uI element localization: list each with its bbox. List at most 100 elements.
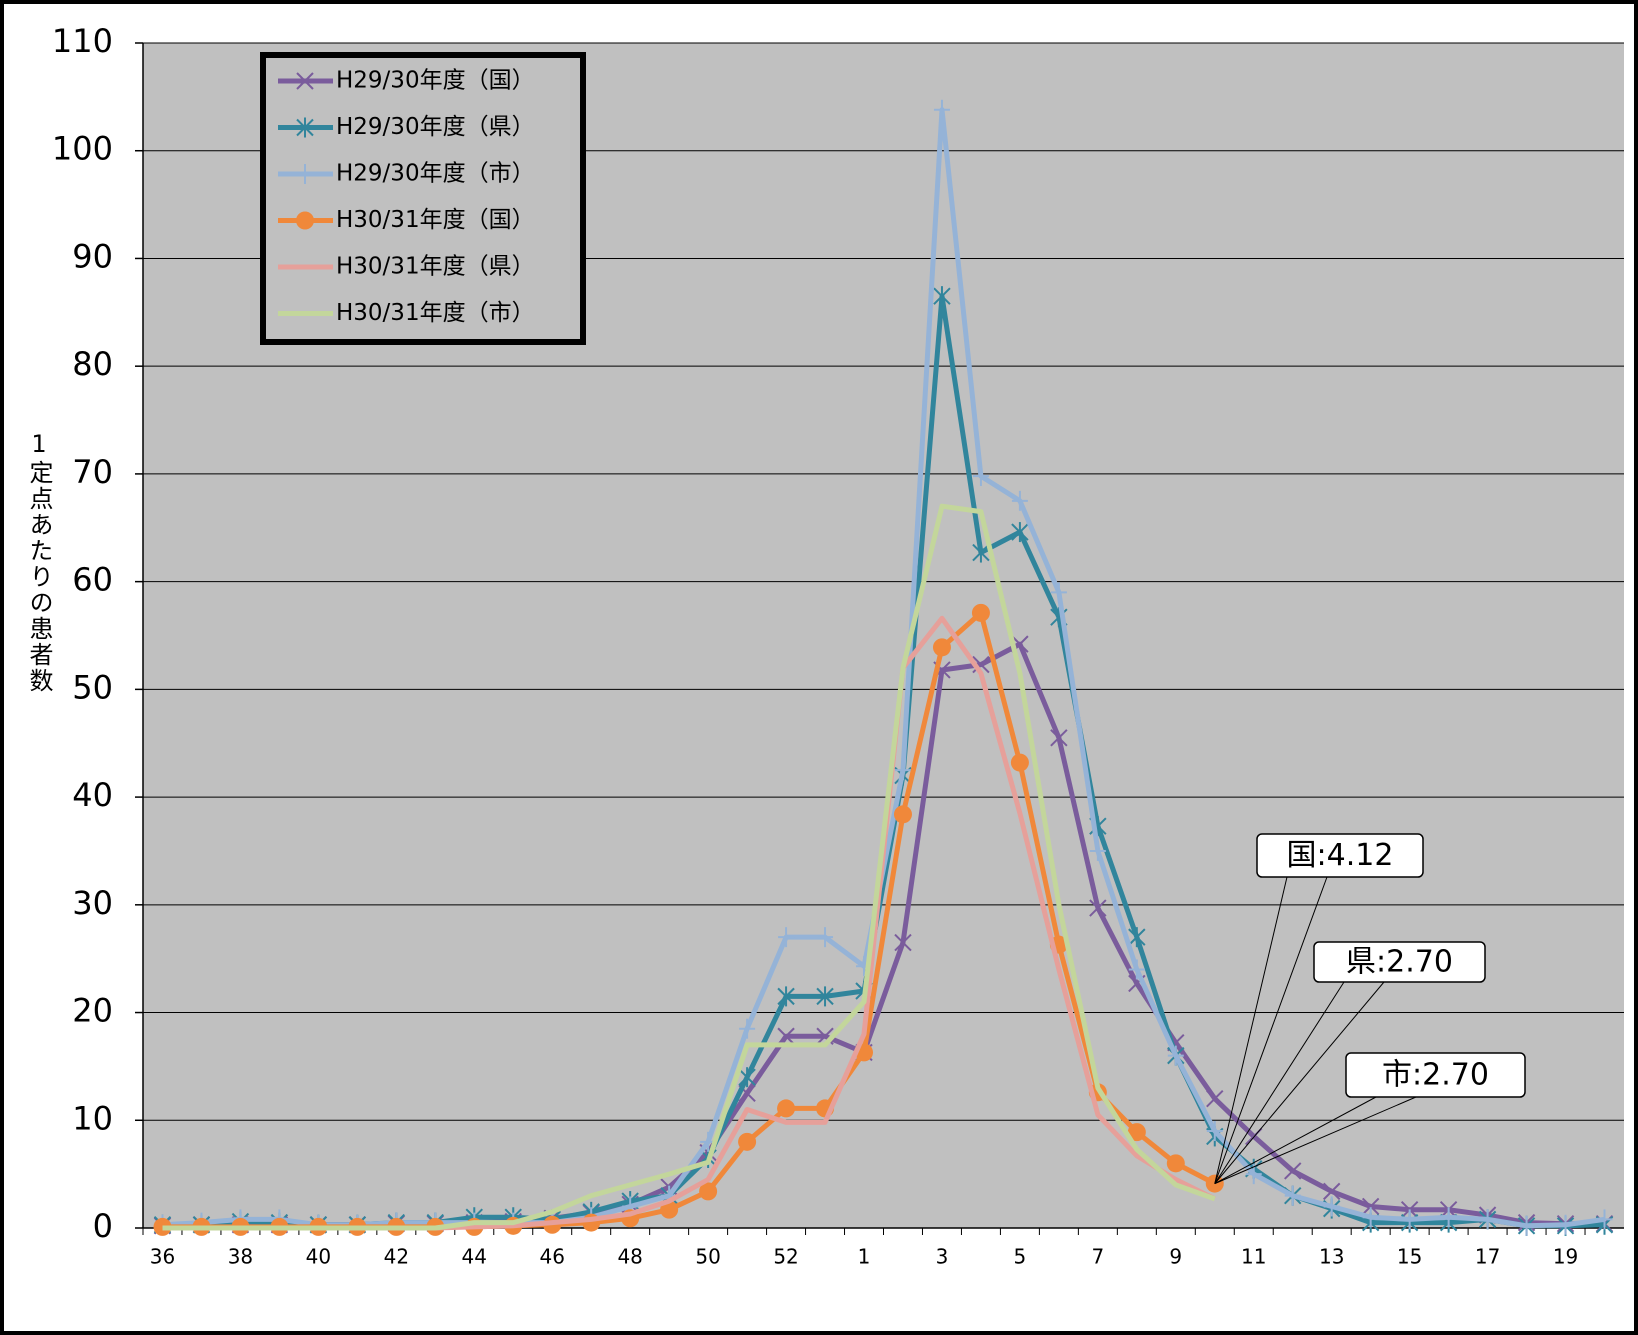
marker (894, 760, 911, 781)
marker (1401, 1209, 1418, 1230)
callout-label: 県:2.70 (1346, 945, 1453, 980)
callout-leader (1214, 981, 1345, 1184)
marker-stroke (894, 933, 912, 952)
marker-dot (699, 1182, 718, 1201)
x-tick-label: 1 (858, 1245, 871, 1269)
marker (972, 542, 990, 563)
marker (932, 638, 951, 657)
marker (1323, 1196, 1340, 1217)
marker (933, 99, 950, 120)
y-tick-label: 70 (72, 453, 113, 491)
marker (1089, 840, 1106, 861)
x-tick-label: 36 (150, 1245, 175, 1269)
legend-label: H29/30年度（国） (336, 68, 535, 94)
marker (1050, 582, 1067, 603)
callout-leader (1214, 1096, 1417, 1185)
y-tick-label: 100 (52, 130, 113, 168)
legend-label: H29/30年度（市） (336, 161, 535, 187)
marker-stroke (1322, 1182, 1341, 1201)
x-tick-label: 52 (773, 1245, 798, 1269)
x-tick-label: 48 (617, 1245, 642, 1269)
marker (1050, 729, 1068, 747)
marker (296, 72, 314, 90)
callout-label: 国:4.12 (1287, 838, 1394, 873)
legend-label: H29/30年度（県） (336, 114, 535, 140)
series-line (162, 503, 1216, 1231)
marker (777, 986, 795, 1007)
marker (1011, 522, 1029, 543)
x-tick-label: 42 (384, 1245, 409, 1269)
marker (1284, 1185, 1301, 1206)
marker (296, 211, 314, 230)
y-tick-label: 50 (72, 668, 113, 706)
legend: H29/30年度（国） H29/30年度（県） H29/30年度（市） H30/31年… (260, 52, 586, 345)
marker (893, 805, 912, 824)
y-tick-label: 110 (52, 22, 113, 60)
marker-dot (932, 638, 951, 657)
marker (738, 1132, 757, 1151)
x-tick-label: 5 (1014, 1245, 1027, 1269)
x-tick-label: 50 (695, 1245, 720, 1269)
marker (933, 286, 951, 307)
marker (739, 1018, 756, 1039)
y-axis-label: 1定点あたりの患者数 (25, 430, 53, 694)
marker (297, 164, 313, 184)
x-tick-label: 3 (936, 1245, 949, 1269)
x-tick-label: 38 (228, 1245, 253, 1269)
legend-label: H30/31年度（県） (336, 254, 535, 280)
x-tick-label: 40 (306, 1245, 331, 1269)
marker-dot (738, 1132, 757, 1151)
callout-leader (1214, 876, 1288, 1184)
marker (1284, 1162, 1302, 1180)
x-tick-label: 7 (1091, 1245, 1104, 1269)
y-tick-label: 80 (72, 345, 113, 383)
marker (296, 117, 314, 138)
marker (153, 1217, 172, 1236)
marker-stroke (1089, 899, 1107, 917)
marker (1127, 1123, 1146, 1142)
marker (1167, 1045, 1184, 1066)
y-tick-label: 10 (72, 1099, 113, 1137)
marker-dot (153, 1217, 172, 1236)
marker-dot (971, 603, 990, 622)
legend-box (260, 52, 586, 345)
y-tick-label: 40 (72, 776, 113, 814)
y-tick-label: 30 (72, 884, 113, 922)
x-tick-label: 11 (1241, 1245, 1266, 1269)
y-tick-label: 0 (93, 1207, 113, 1245)
x-tick-label: 9 (1169, 1245, 1182, 1269)
marker-stroke (1284, 1162, 1302, 1180)
marker-stroke (296, 72, 314, 90)
marker (1166, 1154, 1185, 1173)
marker (817, 927, 834, 948)
marker-dot (296, 211, 314, 230)
marker (1440, 1207, 1457, 1228)
x-tick-label: 15 (1397, 1245, 1422, 1269)
marker-stroke (1361, 1197, 1380, 1216)
marker (1206, 1121, 1223, 1142)
marker-dot (1010, 753, 1029, 772)
callout-box (1345, 1052, 1526, 1098)
marker (777, 1027, 795, 1045)
callout-box (1256, 833, 1424, 878)
marker (1089, 899, 1107, 917)
marker (699, 1182, 718, 1201)
marker-stroke (738, 1084, 756, 1103)
marker (1322, 1182, 1341, 1201)
legend-label: H30/31年度（国） (336, 207, 535, 233)
marker (1596, 1209, 1613, 1230)
marker-stroke (777, 1027, 795, 1045)
marker (1128, 959, 1145, 980)
marker (1479, 1209, 1496, 1230)
marker (1011, 490, 1028, 511)
x-tick-label: 19 (1553, 1245, 1578, 1269)
marker (971, 603, 990, 622)
marker-dot (893, 805, 912, 824)
x-tick-label: 46 (539, 1245, 564, 1269)
marker (1518, 1215, 1535, 1236)
y-tick-label: 90 (72, 237, 113, 275)
marker (1128, 927, 1146, 948)
y-tick-label: 60 (72, 561, 113, 599)
callout-leader (1214, 981, 1385, 1184)
